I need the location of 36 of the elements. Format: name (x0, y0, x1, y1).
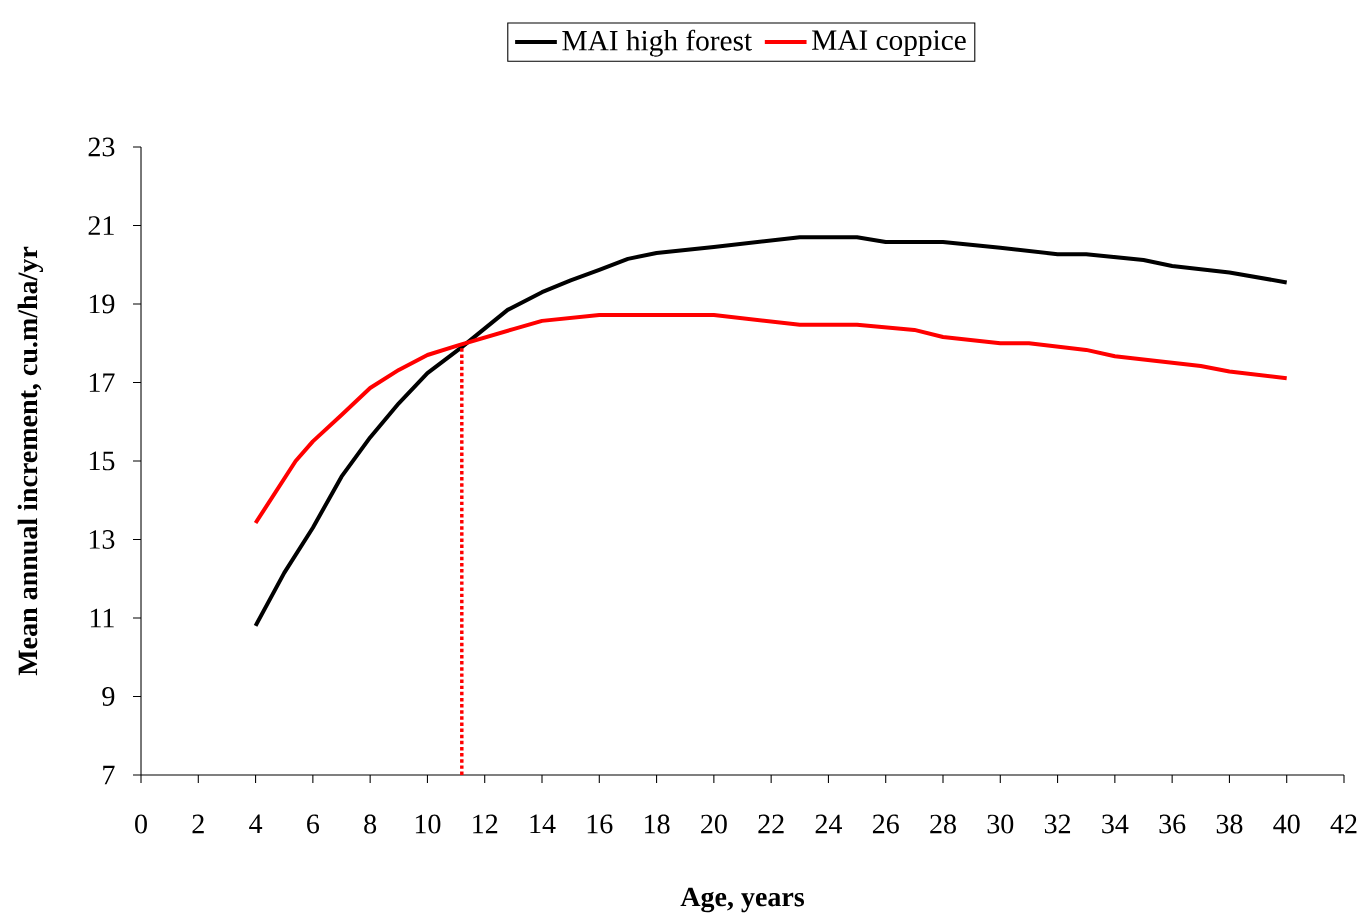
legend-label: MAI coppice (812, 30, 966, 56)
x-tick-label: 22 (758, 814, 784, 834)
x-tick-label: 38 (1216, 814, 1243, 834)
y-tick-label: 11 (90, 608, 114, 628)
x-tick-label: 42 (1330, 814, 1357, 834)
x-tick-label: 36 (1159, 814, 1186, 834)
x-tick-label: 28 (930, 814, 956, 834)
x-tick-label: 6 (307, 814, 320, 834)
x-tick-label: 34 (1102, 814, 1129, 834)
x-tick-label: 4 (249, 814, 263, 834)
y-tick-label: 9 (102, 687, 115, 706)
x-tick-label: 26 (872, 814, 899, 834)
x-tick-label: 8 (364, 814, 377, 834)
x-tick-label: 20 (701, 814, 727, 834)
x-tick-label: 24 (815, 814, 842, 834)
x-tick-label: 40 (1273, 814, 1300, 834)
x-tick-label: 16 (587, 814, 613, 834)
y-tick-label: 13 (89, 530, 115, 549)
y-tick-label: 19 (89, 294, 115, 314)
line-series (253, 235, 1289, 628)
y-tick-label: 15 (89, 451, 115, 471)
x-tick-label: 0 (135, 814, 147, 834)
x-tick-label: 18 (645, 814, 670, 834)
x-tick-label: 10 (415, 814, 441, 834)
x-tick-label: 30 (987, 814, 1014, 834)
y-tick-label: 23 (88, 137, 115, 157)
y-axis-title: Mean annual increment, cu.m/ha/yr (17, 246, 44, 676)
x-tick-label: 12 (473, 814, 498, 834)
legend-label: MAI high forest (562, 29, 752, 57)
y-tick-label: 7 (103, 765, 115, 785)
x-axis-title: Age, years (680, 887, 805, 913)
x-tick-label: 14 (530, 814, 556, 834)
y-tick-label: 21 (88, 216, 114, 235)
x-tick-label: 32 (1044, 814, 1071, 834)
x-tick-label: 2 (192, 814, 204, 834)
y-tick-label: 17 (89, 373, 115, 392)
